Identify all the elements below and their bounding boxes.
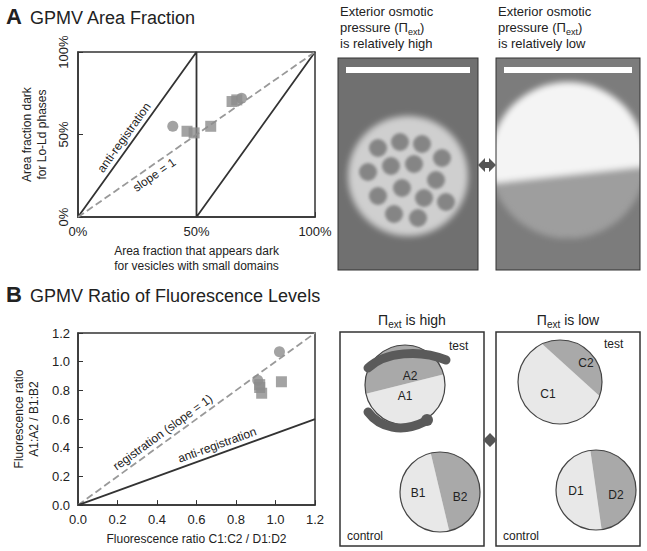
svg-text:Fluorescence ratio C1:C2 / D1:: Fluorescence ratio C1:C2 / D1:D2 bbox=[106, 532, 286, 546]
svg-text:registration (slope = 1): registration (slope = 1) bbox=[110, 392, 215, 474]
svg-text:50%: 50% bbox=[183, 224, 209, 239]
svg-text:A1:A2 / B1:B2: A1:A2 / B1:B2 bbox=[27, 381, 41, 457]
svg-text:50%: 50% bbox=[56, 121, 71, 147]
svg-text:0.6: 0.6 bbox=[187, 512, 205, 527]
svg-text:0.6: 0.6 bbox=[52, 412, 70, 427]
svg-text:GPMV Area Fraction: GPMV Area Fraction bbox=[30, 8, 195, 28]
svg-text:Area fraction that appears dar: Area fraction that appears dark bbox=[114, 244, 280, 258]
svg-text:0.8: 0.8 bbox=[227, 512, 245, 527]
svg-text:is relatively high: is relatively high bbox=[340, 36, 433, 51]
svg-text:1.0: 1.0 bbox=[52, 354, 70, 369]
svg-text:A: A bbox=[6, 4, 22, 29]
svg-text:Exterior osmotic: Exterior osmotic bbox=[340, 4, 434, 19]
svg-text:0.4: 0.4 bbox=[148, 512, 166, 527]
svg-text:control: control bbox=[503, 529, 539, 543]
svg-text:1.2: 1.2 bbox=[306, 512, 324, 527]
svg-text:Πext is high: Πext is high bbox=[378, 312, 446, 330]
svg-text:for Lo-Ld phases: for Lo-Ld phases bbox=[35, 90, 49, 180]
svg-text:pressure (Πext): pressure (Πext) bbox=[340, 20, 424, 37]
svg-text:0.0: 0.0 bbox=[52, 498, 70, 513]
svg-text:0.4: 0.4 bbox=[52, 440, 70, 455]
svg-text:0.8: 0.8 bbox=[52, 383, 70, 398]
svg-text:C1: C1 bbox=[540, 387, 556, 401]
svg-text:test: test bbox=[449, 339, 469, 353]
svg-text:Area fraction dark: Area fraction dark bbox=[20, 86, 34, 182]
svg-text:100%: 100% bbox=[298, 224, 332, 239]
svg-text:Exterior osmotic: Exterior osmotic bbox=[498, 4, 592, 19]
svg-text:1.0: 1.0 bbox=[266, 512, 284, 527]
svg-text:C2: C2 bbox=[578, 356, 594, 370]
svg-text:Πext is low: Πext is low bbox=[537, 312, 600, 330]
svg-text:test: test bbox=[604, 337, 624, 351]
svg-text:B2: B2 bbox=[453, 490, 468, 504]
svg-text:B1: B1 bbox=[411, 486, 426, 500]
svg-text:0%: 0% bbox=[56, 207, 71, 227]
svg-text:GPMV Ratio of Fluorescence Lev: GPMV Ratio of Fluorescence Levels bbox=[30, 286, 320, 306]
svg-text:A2: A2 bbox=[403, 369, 418, 383]
svg-text:0.2: 0.2 bbox=[108, 512, 126, 527]
svg-text:0.0: 0.0 bbox=[69, 512, 87, 527]
svg-text:A1: A1 bbox=[398, 389, 413, 403]
svg-text:Fluorescence ratio: Fluorescence ratio bbox=[12, 369, 26, 468]
svg-text:D1: D1 bbox=[568, 484, 584, 498]
svg-text:anti-registration: anti-registration bbox=[176, 424, 258, 465]
svg-text:D2: D2 bbox=[608, 488, 624, 502]
svg-text:anti-registration: anti-registration bbox=[94, 100, 154, 175]
svg-text:slope = 1: slope = 1 bbox=[130, 155, 179, 195]
svg-text:1.2: 1.2 bbox=[52, 326, 70, 341]
svg-text:0.2: 0.2 bbox=[52, 469, 70, 484]
svg-text:B: B bbox=[6, 282, 22, 307]
svg-text:control: control bbox=[347, 529, 383, 543]
svg-text:pressure (Πext): pressure (Πext) bbox=[498, 20, 582, 37]
svg-text:is relatively low: is relatively low bbox=[498, 36, 586, 51]
svg-text:0%: 0% bbox=[69, 224, 88, 239]
svg-text:for vesicles with small domain: for vesicles with small domains bbox=[114, 259, 279, 273]
svg-text:100%: 100% bbox=[56, 35, 71, 69]
